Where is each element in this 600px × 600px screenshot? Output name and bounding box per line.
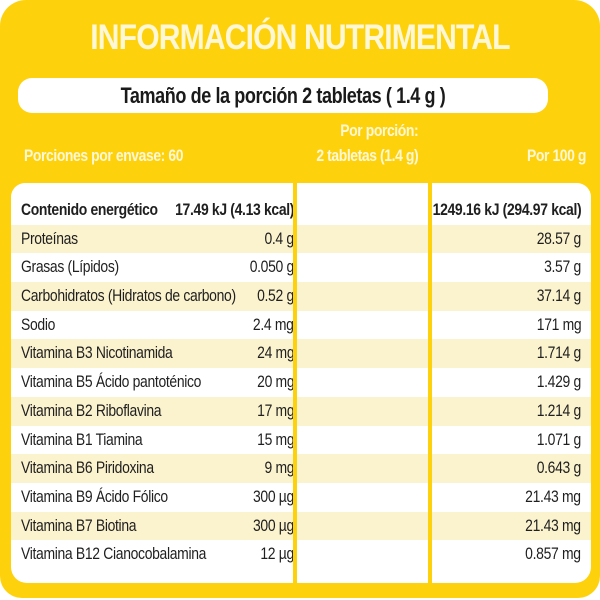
per-100g-value: 0.643 g: [536, 458, 582, 478]
serving-size-banner: Tamaño de la porción 2 tabletas ( 1.4 g …: [18, 78, 548, 113]
per-100g-value: 28.57 g: [536, 228, 582, 248]
table-row: Vitamina B3 Nicotinamida 24 mg 1.714 g: [11, 339, 591, 369]
nutrition-rows: Contenido energético 17.49 kJ (4.13 kcal…: [11, 196, 591, 569]
per-serving-value: 300 µg: [253, 486, 294, 506]
per-serving-value: 0.52 g: [257, 286, 294, 306]
table-row: Carbohidratos (Hidratos de carbono) 0.52…: [11, 282, 591, 311]
nutrition-table: Contenido energético 17.49 kJ (4.13 kcal…: [11, 183, 591, 583]
per-100g-value: 1.429 g: [536, 372, 582, 392]
per-serving-value: 20 mg: [256, 372, 294, 392]
per-100g-value: 171 mg: [536, 314, 581, 334]
per-100g-value: 0.857 mg: [525, 544, 581, 564]
per-serving-value: 17 mg: [256, 400, 294, 420]
per-serving-value: 2.4 mg: [253, 314, 294, 334]
per-serving-value: 12 µg: [260, 544, 294, 564]
per-serving-value: 9 mg: [264, 458, 294, 478]
column-divider: [428, 183, 432, 583]
column-divider: [293, 183, 297, 583]
per-serving-value: 17.49 kJ (4.13 kcal): [174, 200, 294, 219]
per-100g-value: 3.57 g: [544, 257, 581, 277]
servings-per-container: Porciones por envase: 60: [24, 146, 184, 165]
table-row: Grasas (Lípidos) 0.050 g 3.57 g: [11, 253, 591, 282]
per-serving-value: 24 mg: [256, 343, 294, 363]
per-100g-value: 1.071 g: [536, 429, 582, 449]
table-row: Proteínas 0.4 g 28.57 g: [11, 224, 591, 254]
serving-size-text: Tamaño de la porción 2 tabletas ( 1.4 g …: [120, 82, 446, 108]
table-row: Vitamina B7 Biotina 300 µg 21.43 mg: [11, 511, 591, 541]
nutrient-name: Vitamina B2 Riboflavina: [21, 400, 162, 420]
label-title: INFORMACIÓN NUTRIMENTAL: [90, 18, 510, 57]
nutrient-name: Sodio: [21, 314, 56, 334]
per-100g-header: Por 100 g: [526, 146, 586, 165]
per-100g-value: 1249.16 kJ (294.97 kcal): [432, 200, 581, 219]
per-serving-header-line2: 2 tabletas (1.4 g): [316, 146, 418, 165]
table-row: Contenido energético 17.49 kJ (4.13 kcal…: [11, 196, 591, 225]
per-serving-header-line1: Por porción:: [340, 121, 418, 140]
table-row: Vitamina B12 Cianocobalamina 12 µg 0.857…: [11, 540, 591, 569]
per-serving-value: 300 µg: [253, 515, 294, 535]
per-100g-value: 21.43 mg: [525, 515, 581, 535]
per-serving-value: 15 mg: [256, 429, 294, 449]
nutrient-name: Vitamina B12 Cianocobalamina: [21, 544, 207, 564]
table-row: Sodio 2.4 mg 171 mg: [11, 311, 591, 340]
nutrient-name: Proteínas: [21, 228, 78, 248]
nutrient-name: Contenido energético: [21, 200, 158, 219]
per-100g-value: 1.714 g: [536, 343, 582, 363]
per-serving-header: Por porción: 2 tabletas (1.4 g): [316, 118, 418, 168]
nutrient-name: Vitamina B9 Ácido Fólico: [21, 486, 168, 506]
per-100g-value: 21.43 mg: [525, 486, 581, 506]
nutrient-name: Vitamina B1 Tiamina: [21, 429, 143, 449]
nutrient-name: Vitamina B5 Ácido pantoténico: [21, 372, 202, 392]
per-serving-value: 0.4 g: [264, 228, 295, 248]
nutrient-name: Grasas (Lípidos): [21, 257, 119, 277]
nutrient-name: Vitamina B6 Piridoxina: [21, 458, 154, 478]
per-serving-value: 0.050 g: [249, 257, 295, 277]
table-row: Vitamina B1 Tiamina 15 mg 1.071 g: [11, 426, 591, 455]
per-100g-value: 1.214 g: [536, 400, 582, 420]
table-row: Vitamina B6 Piridoxina 9 mg 0.643 g: [11, 454, 591, 483]
table-row: Vitamina B2 Riboflavina 17 mg 1.214 g: [11, 396, 591, 426]
nutrient-name: Vitamina B3 Nicotinamida: [21, 343, 173, 363]
nutrient-name: Carbohidratos (Hidratos de carbono): [21, 286, 236, 306]
table-row: Vitamina B9 Ácido Fólico 300 µg 21.43 mg: [11, 483, 591, 512]
per-100g-value: 37.14 g: [536, 286, 582, 306]
nutrient-name: Vitamina B7 Biotina: [21, 515, 137, 535]
table-row: Vitamina B5 Ácido pantoténico 20 mg 1.42…: [11, 368, 591, 397]
